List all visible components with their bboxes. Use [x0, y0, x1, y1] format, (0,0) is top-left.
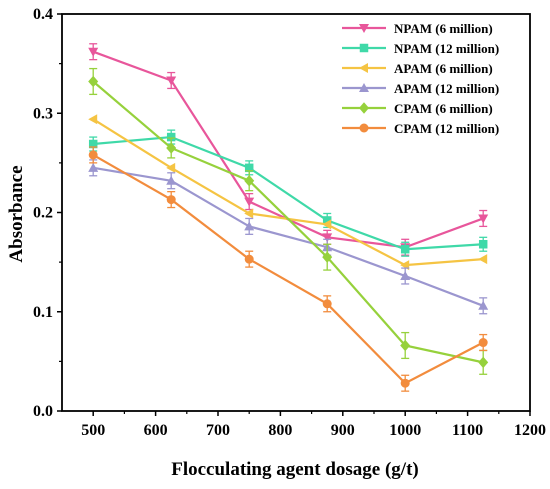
- data-point: [478, 356, 489, 369]
- legend-item: CPAM (12 million): [342, 121, 499, 136]
- x-tick-label: 1200: [514, 422, 546, 439]
- y-tick-label: 0.3: [33, 105, 53, 122]
- legend: NPAM (6 million) NPAM (12 million) APAM (6…: [342, 21, 499, 136]
- data-point: [166, 162, 176, 173]
- data-point: [166, 142, 177, 154]
- data-point: [166, 195, 176, 205]
- data-point: [244, 174, 255, 187]
- data-point: [166, 76, 177, 86]
- series-line: [93, 166, 484, 307]
- x-axis-ticks: 500 600 700 800 900 1000 1100 1200: [81, 411, 546, 439]
- series-line: [93, 135, 484, 251]
- x-tick-label: 700: [206, 422, 230, 439]
- legend-item: NPAM (6 million): [342, 21, 493, 36]
- data-point: [322, 251, 333, 263]
- y-tick-label: 0.0: [33, 403, 53, 420]
- legend-swatch-marker: [359, 24, 369, 33]
- data-point: [88, 114, 98, 125]
- data-point: [244, 221, 255, 231]
- legend-label: APAM (12 million): [394, 81, 499, 96]
- data-point: [400, 244, 410, 254]
- data-point: [88, 75, 99, 88]
- legend-label: NPAM (6 million): [394, 21, 493, 36]
- legend-item: NPAM (12 million): [342, 41, 499, 56]
- series-6: [88, 146, 488, 392]
- data-point: [478, 300, 489, 310]
- data-point: [88, 47, 99, 57]
- data-point: [166, 175, 177, 185]
- data-point: [478, 254, 488, 265]
- x-tick-label: 900: [331, 422, 355, 439]
- legend-swatch-marker: [359, 63, 368, 73]
- x-axis-title: Flocculating agent dosage (g/t): [171, 459, 419, 480]
- y-axis-ticks: 0.0 0.1 0.2 0.3 0.4: [33, 6, 62, 420]
- x-tick-label: 1100: [452, 422, 483, 439]
- legend-swatch-marker: [359, 83, 369, 92]
- data-point: [244, 197, 255, 207]
- legend-label: CPAM (12 million): [394, 121, 499, 136]
- legend-item: APAM (6 million): [342, 61, 493, 76]
- series-line: [92, 153, 484, 385]
- series-layer: [88, 43, 489, 392]
- x-tick-label: 600: [144, 422, 168, 439]
- data-point: [166, 132, 176, 142]
- y-axis-title: Absorbance: [6, 165, 27, 262]
- data-point: [322, 299, 332, 309]
- legend-label: CPAM (6 million): [394, 101, 493, 116]
- series-5: [88, 67, 489, 375]
- data-point: [244, 163, 254, 173]
- legend-label: APAM (6 million): [394, 61, 493, 76]
- x-tick-label: 800: [268, 422, 292, 439]
- data-point: [478, 338, 488, 348]
- data-point: [88, 139, 98, 149]
- data-point: [88, 162, 99, 172]
- data-point: [400, 339, 411, 352]
- legend-swatch-marker: [359, 123, 369, 133]
- data-point: [322, 219, 332, 230]
- x-tick-label: 500: [81, 422, 105, 439]
- data-point: [478, 240, 488, 249]
- legend-swatch-marker: [359, 102, 369, 114]
- data-point: [244, 254, 254, 264]
- data-point: [400, 271, 411, 281]
- legend-swatch-marker: [359, 43, 369, 53]
- data-point: [322, 233, 333, 243]
- legend-item: APAM (12 million): [342, 81, 499, 96]
- series-line: [92, 80, 484, 364]
- data-point: [88, 150, 98, 160]
- data-point: [244, 208, 254, 219]
- legend-label: NPAM (12 million): [394, 41, 499, 56]
- legend-item: CPAM (6 million): [342, 101, 493, 116]
- data-point: [400, 378, 410, 388]
- series-4: [88, 159, 489, 315]
- x-tick-label: 1000: [389, 422, 421, 439]
- y-tick-label: 0.4: [33, 6, 53, 23]
- y-tick-label: 0.2: [33, 205, 53, 222]
- y-tick-label: 0.1: [33, 304, 53, 321]
- data-point: [478, 214, 489, 224]
- series-line: [92, 118, 484, 267]
